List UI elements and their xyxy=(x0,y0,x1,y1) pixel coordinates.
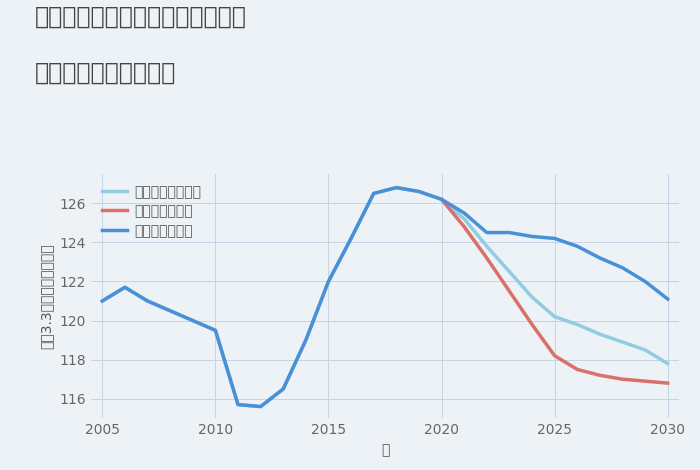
グッドシナリオ xyxy=(392,185,400,190)
ノーマルシナリオ xyxy=(98,298,106,304)
バッドシナリオ xyxy=(618,376,626,382)
グッドシナリオ xyxy=(573,243,582,249)
グッドシナリオ xyxy=(279,386,288,392)
バッドシナリオ xyxy=(505,289,514,294)
グッドシナリオ xyxy=(528,234,536,239)
ノーマルシナリオ xyxy=(414,188,423,194)
Legend: ノーマルシナリオ, バッドシナリオ, グッドシナリオ: ノーマルシナリオ, バッドシナリオ, グッドシナリオ xyxy=(98,181,205,243)
ノーマルシナリオ xyxy=(279,386,288,392)
バッドシナリオ xyxy=(482,255,491,261)
バッドシナリオ xyxy=(550,353,559,359)
バッドシナリオ xyxy=(438,196,446,202)
ノーマルシナリオ xyxy=(573,321,582,327)
ノーマルシナリオ xyxy=(550,314,559,320)
ノーマルシナリオ xyxy=(596,331,604,337)
ノーマルシナリオ xyxy=(482,243,491,249)
バッドシナリオ xyxy=(641,378,650,384)
グッドシナリオ xyxy=(120,284,129,290)
Line: ノーマルシナリオ: ノーマルシナリオ xyxy=(102,188,668,407)
グッドシナリオ xyxy=(98,298,106,304)
ノーマルシナリオ xyxy=(120,284,129,290)
ノーマルシナリオ xyxy=(166,308,174,313)
Y-axis label: 坪（3.3㎡）単価（万円）: 坪（3.3㎡）単価（万円） xyxy=(40,243,54,349)
ノーマルシナリオ xyxy=(144,298,152,304)
ノーマルシナリオ xyxy=(664,361,672,367)
ノーマルシナリオ xyxy=(234,402,242,407)
グッドシナリオ xyxy=(144,298,152,304)
グッドシナリオ xyxy=(347,235,356,241)
グッドシナリオ xyxy=(664,296,672,302)
ノーマルシナリオ xyxy=(188,318,197,323)
ノーマルシナリオ xyxy=(370,191,378,196)
ノーマルシナリオ xyxy=(438,196,446,202)
グッドシナリオ xyxy=(641,279,650,284)
グッドシナリオ xyxy=(505,230,514,235)
Text: 神奈川県横浜市港北区北新横浜の: 神奈川県横浜市港北区北新横浜の xyxy=(35,5,247,29)
グッドシナリオ xyxy=(618,265,626,271)
ノーマルシナリオ xyxy=(641,347,650,352)
グッドシナリオ xyxy=(370,191,378,196)
Line: バッドシナリオ: バッドシナリオ xyxy=(442,199,668,383)
グッドシナリオ xyxy=(550,235,559,241)
ノーマルシナリオ xyxy=(256,404,265,409)
X-axis label: 年: 年 xyxy=(381,443,389,457)
ノーマルシナリオ xyxy=(460,216,468,222)
グッドシナリオ xyxy=(438,196,446,202)
グッドシナリオ xyxy=(460,210,468,216)
ノーマルシナリオ xyxy=(505,269,514,274)
ノーマルシナリオ xyxy=(324,279,332,284)
Line: グッドシナリオ: グッドシナリオ xyxy=(102,188,668,407)
グッドシナリオ xyxy=(234,402,242,407)
バッドシナリオ xyxy=(528,321,536,327)
グッドシナリオ xyxy=(211,328,220,333)
ノーマルシナリオ xyxy=(618,339,626,345)
グッドシナリオ xyxy=(302,337,310,343)
バッドシナリオ xyxy=(664,380,672,386)
ノーマルシナリオ xyxy=(211,328,220,333)
ノーマルシナリオ xyxy=(528,294,536,300)
グッドシナリオ xyxy=(596,255,604,261)
ノーマルシナリオ xyxy=(302,337,310,343)
バッドシナリオ xyxy=(596,372,604,378)
Text: 中古戸建ての価格推移: 中古戸建ての価格推移 xyxy=(35,61,176,85)
グッドシナリオ xyxy=(414,188,423,194)
バッドシナリオ xyxy=(573,367,582,372)
グッドシナリオ xyxy=(324,279,332,284)
グッドシナリオ xyxy=(482,230,491,235)
バッドシナリオ xyxy=(460,224,468,229)
グッドシナリオ xyxy=(188,318,197,323)
ノーマルシナリオ xyxy=(392,185,400,190)
グッドシナリオ xyxy=(166,308,174,313)
グッドシナリオ xyxy=(256,404,265,409)
ノーマルシナリオ xyxy=(347,235,356,241)
